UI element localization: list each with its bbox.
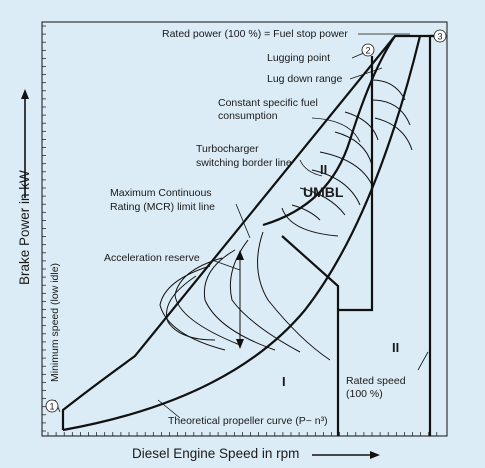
propeller-curve <box>62 35 422 432</box>
marker-1: 1 <box>45 399 59 413</box>
lugging-point-label: Lugging point <box>267 52 330 64</box>
rated-power-label: Rated power (100 %) = Fuel stop power <box>162 28 348 40</box>
min-speed-label: Minimum speed (low idle) <box>49 263 61 382</box>
lug-down-curve <box>262 35 396 227</box>
zone-ii-upper-label: II <box>320 162 327 177</box>
zone-ii-boundary <box>338 56 374 312</box>
leader-lines <box>54 33 429 419</box>
svg-text:3: 3 <box>437 32 442 42</box>
svg-text:2: 2 <box>365 46 370 56</box>
x-axis-ticks <box>47 432 438 436</box>
turbo-label-line2: switching border line <box>196 157 292 169</box>
plot-frame <box>41 21 448 437</box>
marker-3: 3 <box>433 29 447 43</box>
sfc-contours <box>159 79 413 361</box>
turbo-label-line1: Turbocharger <box>196 143 259 155</box>
y-axis-title: Brake Power in kW <box>17 170 32 285</box>
y-axis-arrow <box>21 89 29 198</box>
y-axis-ticks <box>42 25 46 432</box>
zone-i-upper-boundary <box>281 235 340 436</box>
acceleration-reserve-arrow <box>236 250 244 349</box>
mcr-label-line1: Maximum Continuous <box>110 187 212 199</box>
mcr-limit-line <box>61 34 440 430</box>
zone-i-label: I <box>282 374 286 389</box>
propeller-curve-label: Theoretical propeller curve (P~ n³) <box>168 415 328 427</box>
svg-text:1: 1 <box>49 402 54 412</box>
sfc-label-line1: Constant specific fuel <box>218 97 318 109</box>
zone-ii-right-label: II <box>392 340 399 355</box>
marker-2: 2 <box>361 43 375 57</box>
x-axis-arrow <box>312 451 380 459</box>
rated-speed-label-line2: (100 %) <box>346 388 383 400</box>
rated-speed-label-line1: Rated speed <box>346 375 406 387</box>
x-axis-title: Diesel Engine Speed in rpm <box>132 446 299 461</box>
right-rated-speed-limit <box>428 34 440 436</box>
umbl-label: UMBL <box>303 184 344 200</box>
sfc-label-line2: consumption <box>218 110 278 122</box>
turbo-switching-border <box>281 207 339 237</box>
mcr-label-line2: Rating (MCR) limit line <box>110 201 215 213</box>
lug-down-range-label: Lug down range <box>267 73 342 85</box>
acceleration-reserve-label: Acceleration reserve <box>104 252 200 264</box>
